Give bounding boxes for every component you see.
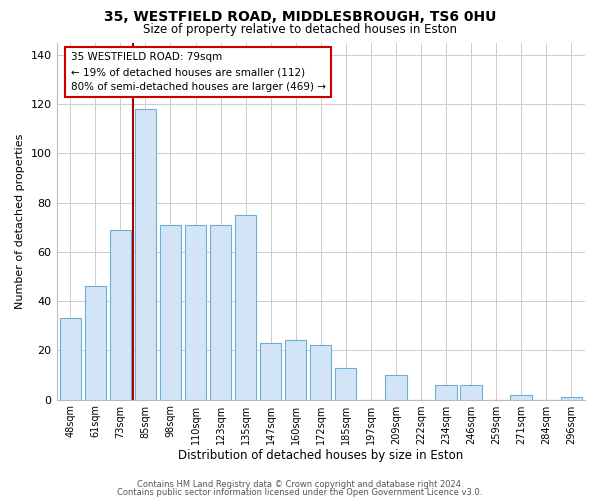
Bar xyxy=(285,340,307,400)
Bar xyxy=(460,385,482,400)
Bar xyxy=(110,230,131,400)
Bar xyxy=(385,375,407,400)
Text: Contains HM Land Registry data © Crown copyright and database right 2024.: Contains HM Land Registry data © Crown c… xyxy=(137,480,463,489)
Text: 35 WESTFIELD ROAD: 79sqm
← 19% of detached houses are smaller (112)
80% of semi-: 35 WESTFIELD ROAD: 79sqm ← 19% of detach… xyxy=(71,52,326,92)
Bar xyxy=(85,286,106,400)
Bar xyxy=(235,215,256,400)
Bar xyxy=(436,385,457,400)
Text: Contains public sector information licensed under the Open Government Licence v3: Contains public sector information licen… xyxy=(118,488,482,497)
Bar xyxy=(511,394,532,400)
Y-axis label: Number of detached properties: Number of detached properties xyxy=(15,134,25,308)
Bar xyxy=(310,346,331,400)
Bar xyxy=(560,397,582,400)
Bar xyxy=(260,343,281,400)
Bar xyxy=(335,368,356,400)
X-axis label: Distribution of detached houses by size in Eston: Distribution of detached houses by size … xyxy=(178,450,463,462)
Text: 35, WESTFIELD ROAD, MIDDLESBROUGH, TS6 0HU: 35, WESTFIELD ROAD, MIDDLESBROUGH, TS6 0… xyxy=(104,10,496,24)
Text: Size of property relative to detached houses in Eston: Size of property relative to detached ho… xyxy=(143,22,457,36)
Bar xyxy=(160,224,181,400)
Bar xyxy=(185,224,206,400)
Bar xyxy=(210,224,231,400)
Bar xyxy=(59,318,81,400)
Bar xyxy=(135,109,156,400)
